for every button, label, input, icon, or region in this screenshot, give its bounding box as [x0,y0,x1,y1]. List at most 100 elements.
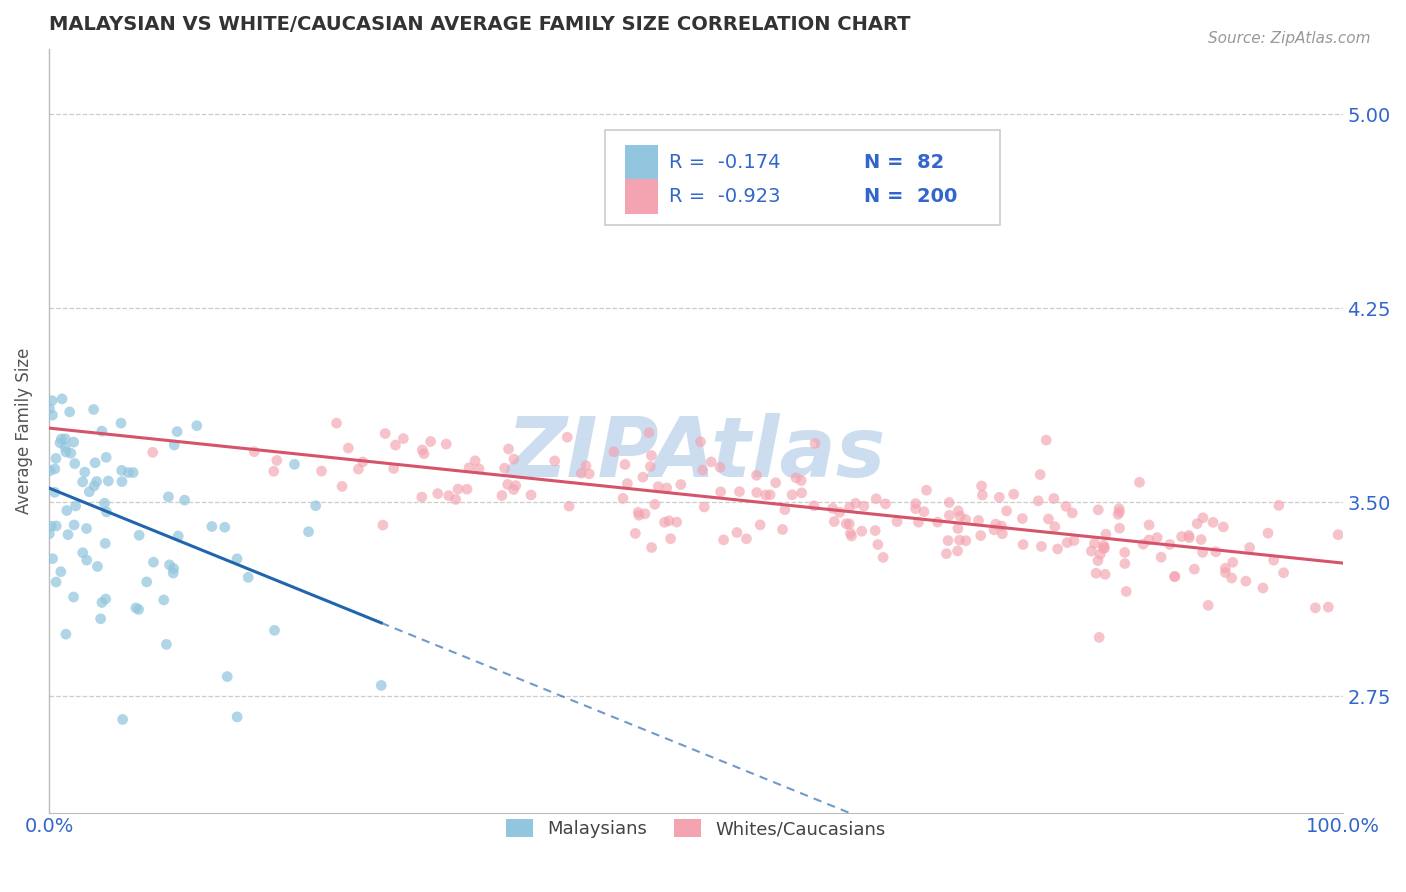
Point [689,434,711,449]
Point [49,565,72,579]
Point [948,504,970,518]
Point [434,437,457,451]
Point [844,496,866,510]
Point [631,470,654,484]
Point [1163,569,1185,583]
FancyBboxPatch shape [605,129,1000,225]
Point [1215,561,1237,575]
Point [1178,531,1201,545]
Point [647,480,669,494]
Point [39,464,62,478]
Point [45,575,67,590]
Point [162,561,184,575]
Point [84,456,107,470]
Point [1146,531,1168,545]
Point [1137,533,1160,547]
Point [305,499,328,513]
Point [1272,566,1295,580]
Point [823,515,845,529]
Point [984,517,1007,532]
Point [735,532,758,546]
Point [59,446,82,460]
Point [456,482,478,496]
Point [1092,541,1115,556]
Point [1268,499,1291,513]
Point [1202,516,1225,530]
Point [569,466,592,480]
Point [90,595,112,609]
Point [1090,547,1112,561]
Point [1088,631,1111,645]
Point [73,465,96,479]
Point [162,566,184,580]
Point [1108,521,1130,535]
Point [1026,493,1049,508]
Point [1031,540,1053,554]
Point [65,499,87,513]
Point [665,515,688,529]
Point [1182,562,1205,576]
Point [72,546,94,560]
Point [765,475,787,490]
Point [865,491,887,506]
Point [45,519,67,533]
Point [1035,433,1057,447]
Point [1239,541,1261,555]
Point [226,551,249,566]
Point [725,525,748,540]
Point [1087,553,1109,567]
Point [1062,506,1084,520]
Point [1178,528,1201,542]
Text: MALAYSIAN VS WHITE/CAUCASIAN AVERAGE FAMILY SIZE CORRELATION CHART: MALAYSIAN VS WHITE/CAUCASIAN AVERAGE FAM… [49,15,911,34]
Point [904,501,927,516]
Point [498,442,520,456]
Point [1046,541,1069,556]
Point [839,526,862,541]
Point [111,463,134,477]
Point [128,602,150,616]
Point [1150,550,1173,565]
Text: ZIPAtlas: ZIPAtlas [506,413,886,494]
Point [790,486,813,500]
Point [94,536,117,550]
Point [1263,553,1285,567]
Point [111,713,134,727]
Point [1189,533,1212,547]
Point [39,519,62,533]
Point [76,521,98,535]
Point [575,458,598,473]
Point [63,457,86,471]
Point [967,513,990,527]
Point [835,516,858,531]
Point [1108,505,1130,519]
Point [83,402,105,417]
Point [713,533,735,547]
Point [125,601,148,615]
Point [995,504,1018,518]
Point [63,518,86,533]
Point [142,555,165,569]
Point [110,416,132,430]
Point [49,435,72,450]
Point [640,541,662,555]
Point [654,516,676,530]
Point [1114,545,1136,559]
Point [1257,526,1279,541]
Point [1087,503,1109,517]
Point [700,455,723,469]
Legend: Malaysians, Whites/Caucasians: Malaysians, Whites/Caucasians [499,812,893,846]
Point [53,441,76,455]
Point [1191,545,1213,559]
Point [915,483,938,498]
Point [157,490,180,504]
Point [90,612,112,626]
Point [821,501,844,516]
Point [1132,537,1154,551]
Point [804,436,827,450]
FancyBboxPatch shape [624,145,658,180]
Point [949,509,972,524]
Point [186,418,208,433]
Point [51,432,73,446]
Point [374,426,396,441]
Point [935,547,957,561]
